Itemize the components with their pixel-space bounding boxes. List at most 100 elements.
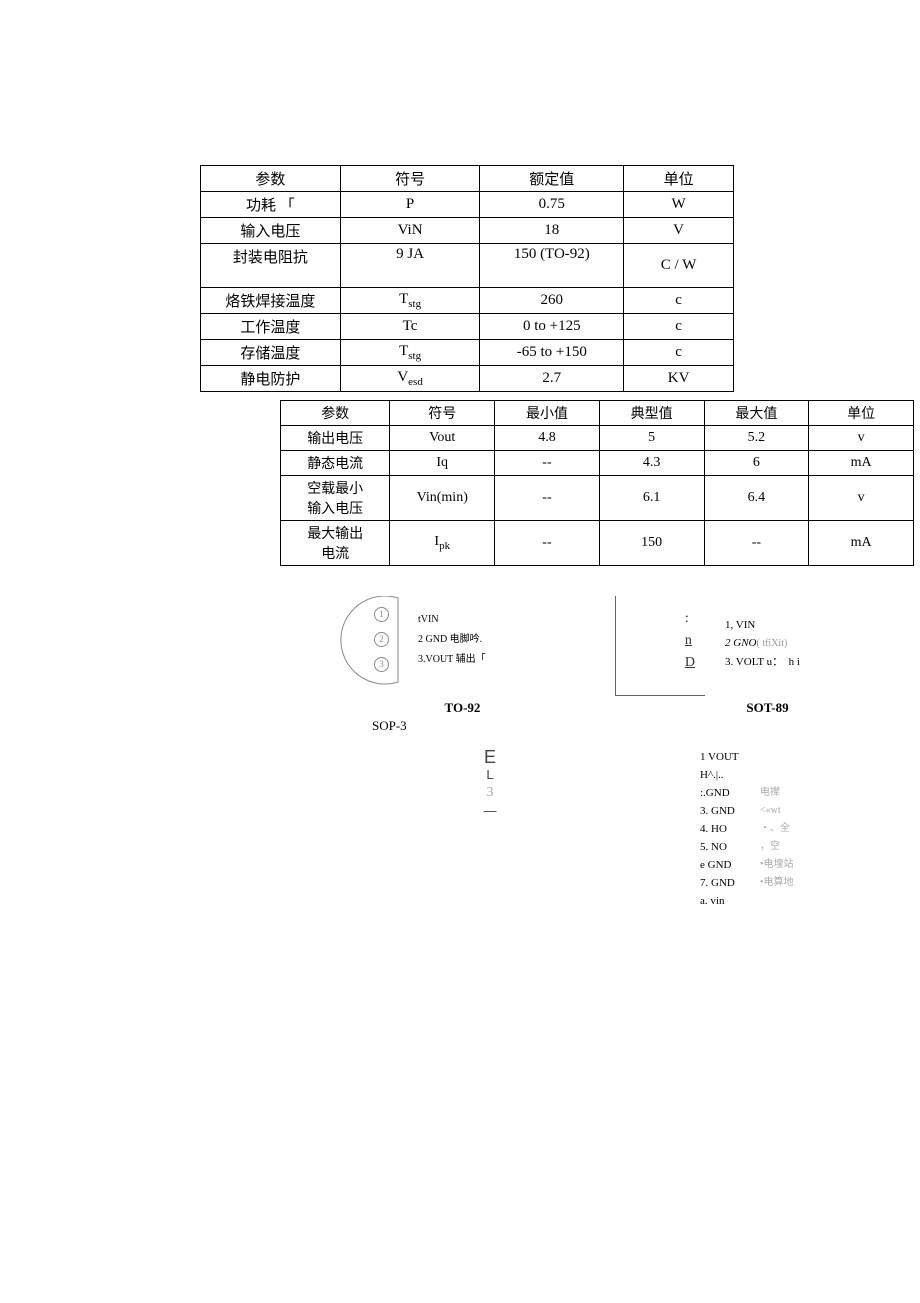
table-row: 输出电压 Vout 4.8 5 5.2 v xyxy=(281,426,914,451)
cell-unit: C / W xyxy=(624,244,734,288)
header-unit: 单位 xyxy=(624,166,734,192)
cell-unit: mA xyxy=(809,451,914,476)
pin-label: 3. VOLT u： h i xyxy=(725,653,800,671)
cell-max: -- xyxy=(704,521,809,566)
table-row: 输入电压 ViN 18 V xyxy=(201,218,734,244)
cell-unit: V xyxy=(624,218,734,244)
pin-label: 4. HO・、全 xyxy=(700,820,794,838)
pin-label: 7. GND•电算地 xyxy=(700,874,794,892)
cell-sym: Vout xyxy=(390,426,495,451)
table-header-row: 参数 符号 额定值 单位 xyxy=(201,166,734,192)
cell-unit: c xyxy=(624,288,734,314)
cell-typ: 5 xyxy=(599,426,704,451)
mark: L xyxy=(430,766,550,784)
table-row: 工作温度 Tc 0 to +125 c xyxy=(201,314,734,340)
table-row: 功耗 「 P 0.75 W xyxy=(201,192,734,218)
header-param: 参数 xyxy=(281,401,390,426)
package-to92: 1 2 3 tVIN 2 GND 电脚吟. 3.VOUT 辅出「 TO-92 S… xyxy=(310,596,615,734)
cell-max: 5.2 xyxy=(704,426,809,451)
cell-sym: Tstg xyxy=(340,288,480,314)
mark: : xyxy=(685,608,695,630)
pin-label: tVIN xyxy=(418,610,486,630)
pin-label: a. vin xyxy=(700,892,794,910)
header-symbol: 符号 xyxy=(340,166,480,192)
pin-label: 3.VOUT 辅出「 xyxy=(418,650,486,670)
cell-val: -65 to +150 xyxy=(480,340,624,366)
cell-val: 0 to +125 xyxy=(480,314,624,340)
table-row: 存储温度 Tstg -65 to +150 c xyxy=(201,340,734,366)
pin-label: 2 GND 电脚吟. xyxy=(418,630,486,650)
cell-param: 空载最小 输入电压 xyxy=(281,476,390,521)
header-min: 最小值 xyxy=(495,401,600,426)
cell-max: 6.4 xyxy=(704,476,809,521)
cell-min: -- xyxy=(495,451,600,476)
cell-val: 0.75 xyxy=(480,192,624,218)
package-sot89: : n D 1, VIN 2 GNO( tfiXit) 3. VOLT u： h… xyxy=(615,596,920,734)
sot89-pin-labels: 1, VIN 2 GNO( tfiXit) 3. VOLT u： h i xyxy=(725,616,800,671)
cell-sym: ViN xyxy=(340,218,480,244)
cell-val: 2.7 xyxy=(480,366,624,392)
mark: — xyxy=(430,802,550,820)
pin-label: 5. NO，空 xyxy=(700,838,794,856)
sop8-pin-labels: 1 VOUT H^.|.. :.GND电撵 3. GND<«wt 4. HO・、… xyxy=(700,748,794,910)
abs-max-ratings-table: 参数 符号 额定值 单位 功耗 「 P 0.75 W 输入电压 ViN 18 V… xyxy=(200,165,734,392)
table-row: 封装电阻抗 9 JA 150 (TO-92) C / W xyxy=(201,244,734,288)
cell-unit: KV xyxy=(624,366,734,392)
cell-unit: W xyxy=(624,192,734,218)
cell-param: 烙铁焊接温度 xyxy=(201,288,341,314)
pin-1-icon: 1 xyxy=(374,607,389,622)
cell-min: -- xyxy=(495,521,600,566)
mark: D xyxy=(685,652,695,674)
to92-pin-labels: tVIN 2 GND 电脚吟. 3.VOUT 辅出「 xyxy=(418,610,486,670)
cell-sym: Vin(min) xyxy=(390,476,495,521)
header-param: 参数 xyxy=(201,166,341,192)
cell-typ: 6.1 xyxy=(599,476,704,521)
pin-label: 2 GNO( tfiXit) xyxy=(725,634,800,653)
table-row: 静态电流 Iq -- 4.3 6 mA xyxy=(281,451,914,476)
cell-val: 18 xyxy=(480,218,624,244)
table-row: 空载最小 输入电压 Vin(min) -- 6.1 6.4 v xyxy=(281,476,914,521)
cell-sym: Vesd xyxy=(340,366,480,392)
cell-val: 150 (TO-92) xyxy=(480,244,624,288)
table-row: 静电防护 Vesd 2.7 KV xyxy=(201,366,734,392)
cell-sym: 9 JA xyxy=(340,244,480,288)
cell-min: -- xyxy=(495,476,600,521)
sot89-title: SOT-89 xyxy=(615,700,920,716)
pin-label: 1 VOUT H^.|.. xyxy=(700,748,794,784)
cell-sym: P xyxy=(340,192,480,218)
sop3-label: SOP-3 xyxy=(372,718,615,734)
table-header-row: 参数 符号 最小值 典型值 最大值 单位 xyxy=(281,401,914,426)
table-row: 最大输出 电流 Ipk -- 150 -- mA xyxy=(281,521,914,566)
header-max: 最大值 xyxy=(704,401,809,426)
cell-param: 输入电压 xyxy=(201,218,341,244)
cell-param: 功耗 「 xyxy=(201,192,341,218)
cell-unit: mA xyxy=(809,521,914,566)
to92-outline-icon: 1 2 3 xyxy=(310,596,410,696)
header-unit: 单位 xyxy=(809,401,914,426)
sop3-outline-icon: E L 3 — xyxy=(430,748,550,910)
cell-sym: Ipk xyxy=(390,521,495,566)
pin-label: 1, VIN xyxy=(725,616,800,634)
cell-param: 最大输出 电流 xyxy=(281,521,390,566)
electrical-char-table: 参数 符号 最小值 典型值 最大值 单位 输出电压 Vout 4.8 5 5.2… xyxy=(280,400,914,566)
cell-val: 260 xyxy=(480,288,624,314)
cell-unit: v xyxy=(809,426,914,451)
header-rated: 额定值 xyxy=(480,166,624,192)
pin-label: e GND•电埋站 xyxy=(700,856,794,874)
to92-title: TO-92 xyxy=(310,700,615,716)
cell-unit: c xyxy=(624,314,734,340)
cell-typ: 4.3 xyxy=(599,451,704,476)
cell-param: 输出电压 xyxy=(281,426,390,451)
mark: E xyxy=(430,748,550,766)
cell-param: 工作温度 xyxy=(201,314,341,340)
cell-unit: c xyxy=(624,340,734,366)
cell-sym: Tstg xyxy=(340,340,480,366)
pin-3-icon: 3 xyxy=(374,657,389,672)
cell-param: 存储温度 xyxy=(201,340,341,366)
table-row: 烙铁焊接温度 Tstg 260 c xyxy=(201,288,734,314)
cell-max: 6 xyxy=(704,451,809,476)
cell-param: 封装电阻抗 xyxy=(201,244,341,288)
header-symbol: 符号 xyxy=(390,401,495,426)
cell-unit: v xyxy=(809,476,914,521)
header-typ: 典型值 xyxy=(599,401,704,426)
